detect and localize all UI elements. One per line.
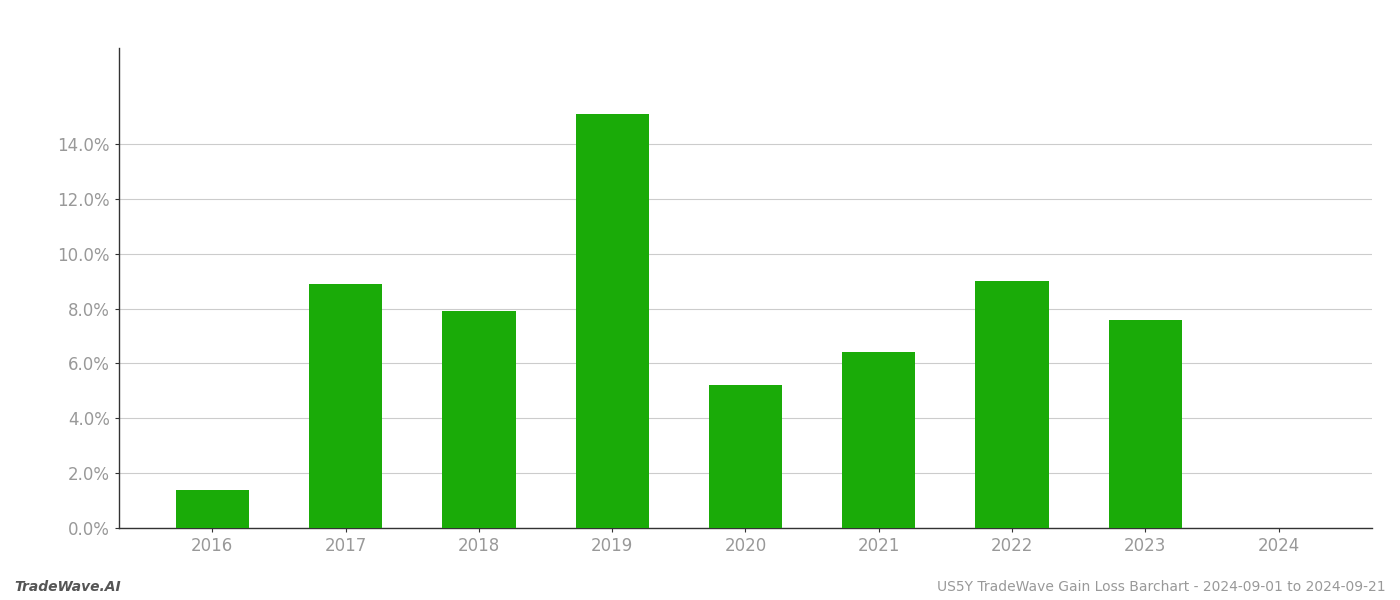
Bar (575, 114, 648, 528)
Bar (442, 311, 515, 528)
Text: TradeWave.AI: TradeWave.AI (14, 580, 120, 594)
Bar (843, 352, 916, 528)
Bar (309, 284, 382, 528)
Bar (175, 490, 249, 528)
Bar (976, 281, 1049, 528)
Bar (708, 385, 783, 528)
Bar (1109, 320, 1182, 528)
Text: US5Y TradeWave Gain Loss Barchart - 2024-09-01 to 2024-09-21: US5Y TradeWave Gain Loss Barchart - 2024… (938, 580, 1386, 594)
